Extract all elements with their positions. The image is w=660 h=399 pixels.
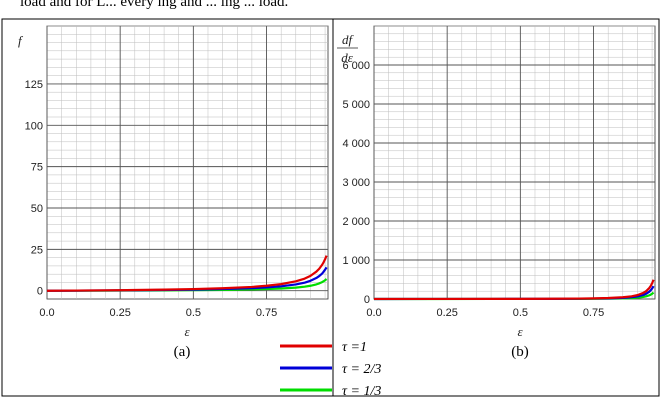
- panel-b-ylabel: df dε: [337, 32, 358, 65]
- panel-a: 0 25 50 75 100 125 0.0 0.25 0.5 0.75 f ε (a): [18, 25, 329, 360]
- x-tick-label: 0.0: [366, 307, 381, 319]
- y-tick-label: 5 000: [342, 99, 370, 111]
- x-tick-label: 0.75: [256, 307, 277, 319]
- y-tick-label: 100: [25, 120, 43, 132]
- panel-a-ylabel: f: [18, 33, 24, 48]
- panel-a-curves: [47, 255, 328, 292]
- series-line: [374, 279, 655, 301]
- legend-label: τ = 2/3: [342, 362, 381, 377]
- legend: τ =1 τ = 2/3 τ = 1/3: [280, 340, 381, 399]
- panel-a-xticks: 0.0 0.25 0.5 0.75: [39, 307, 277, 319]
- y-tick-label: 0: [364, 294, 370, 306]
- x-tick-label: 0.25: [436, 307, 457, 319]
- y-tick-label: 3 000: [342, 177, 370, 189]
- panel-a-caption: (a): [174, 344, 191, 360]
- legend-label: τ = 1/3: [342, 384, 381, 399]
- y-tick-label: 125: [25, 79, 43, 91]
- y-tick-label: 0: [37, 286, 43, 298]
- panel-b-curves: [374, 279, 655, 301]
- panel-b-ylabel-denominator: dε: [341, 50, 354, 65]
- panel-b-xticks: 0.0 0.25 0.5 0.75: [366, 307, 604, 319]
- panel-b-yticks: 0 1 000 2 000 3 000 4 000 5 000 6 000: [342, 60, 370, 306]
- y-tick-label: 6 000: [342, 60, 370, 72]
- panel-b-plot-area: [373, 25, 656, 300]
- top-text: load and for L... every ing and ... ing …: [20, 0, 288, 10]
- y-tick-label: 1 000: [342, 255, 370, 267]
- series-line: [47, 255, 328, 292]
- panel-b-grid: [373, 25, 655, 300]
- panel-a-yticks: 0 25 50 75 100 125: [25, 79, 43, 298]
- panel-b-ylabel-numerator: df: [342, 32, 355, 47]
- x-tick-label: 0.0: [39, 307, 54, 319]
- y-tick-label: 75: [31, 162, 43, 174]
- y-tick-label: 25: [31, 244, 43, 256]
- panel-a-plot-area: [46, 25, 329, 300]
- figure-frame: [1, 18, 660, 397]
- x-tick-label: 0.25: [109, 307, 130, 319]
- x-tick-label: 0.5: [513, 307, 528, 319]
- panel-a-xlabel: ε: [184, 324, 190, 339]
- y-tick-label: 4 000: [342, 138, 370, 150]
- panel-b-xlabel: ε: [517, 324, 523, 339]
- y-tick-label: 50: [31, 203, 43, 215]
- panel-b-caption: (b): [511, 344, 529, 360]
- legend-label: τ =1: [342, 340, 367, 355]
- y-tick-label: 2 000: [342, 216, 370, 228]
- x-tick-label: 0.75: [583, 307, 604, 319]
- x-tick-label: 0.5: [186, 307, 201, 319]
